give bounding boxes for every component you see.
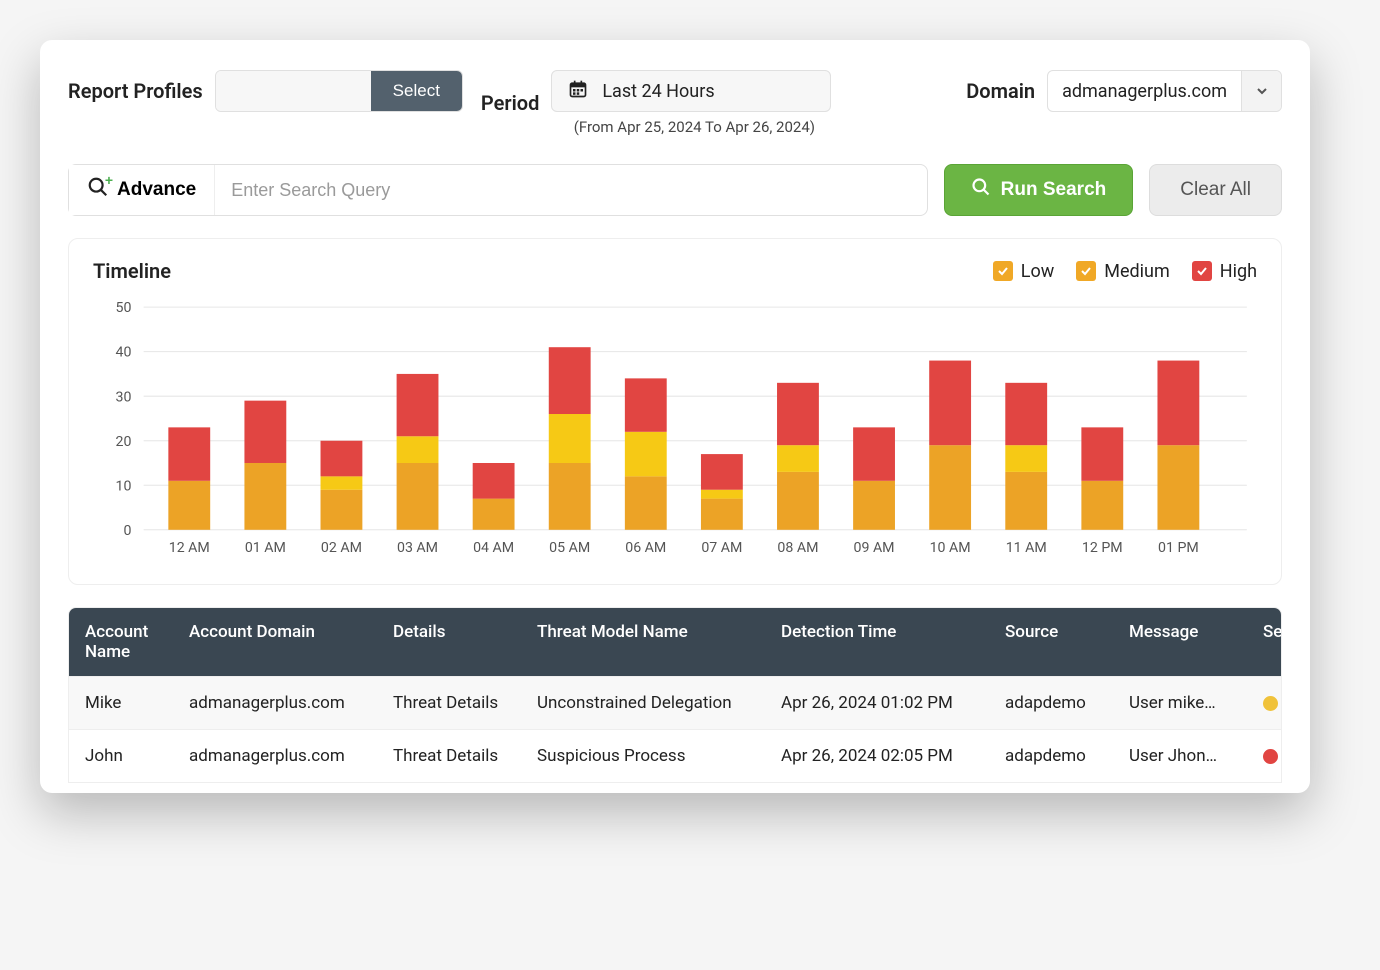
table-body: Mikeadmanagerplus.comThreat DetailsUncon… [69, 676, 1281, 782]
svg-text:50: 50 [116, 300, 132, 316]
svg-text:10: 10 [116, 478, 132, 494]
clear-all-button[interactable]: Clear All [1149, 164, 1282, 216]
svg-text:03 AM: 03 AM [397, 540, 438, 556]
table-row[interactable]: Johnadmanagerplus.comThreat DetailsSuspi… [69, 729, 1281, 782]
severity-dot-icon [1263, 749, 1278, 764]
domain-select[interactable]: admanagerplus.com [1047, 70, 1282, 112]
legend-label: Medium [1104, 261, 1170, 282]
table-cell: Threat Details [393, 746, 533, 766]
run-search-label: Run Search [1001, 179, 1107, 201]
search-input[interactable] [215, 180, 926, 201]
svg-text:02 AM: 02 AM [321, 540, 362, 556]
search-row: + Advance Run Search Clear All [68, 164, 1282, 216]
legend-item-low[interactable]: Low [993, 261, 1055, 282]
timeline-chart: 0 10 20 30 40 50 12 AM 01 AM 02 AM 03 AM 04 AM 05 A… [93, 297, 1257, 570]
svg-text:30: 30 [116, 389, 132, 405]
report-profiles-input[interactable] [216, 71, 371, 111]
domain-group: Domain admanagerplus.com [966, 70, 1282, 112]
table-col-header[interactable]: Message [1129, 622, 1259, 662]
report-profiles-box: Select [215, 70, 463, 112]
chevron-down-icon[interactable] [1241, 71, 1281, 111]
svg-text:10 AM: 10 AM [930, 540, 971, 556]
search-plus-icon: + [87, 176, 109, 204]
search-box: + Advance [68, 164, 928, 216]
svg-text:08 AM: 08 AM [777, 540, 818, 556]
svg-text:12 PM: 12 PM [1082, 540, 1123, 556]
timeline-legend: Low Medium High [993, 261, 1257, 282]
table-cell: Suspicious Process [537, 746, 777, 766]
calendar-icon [568, 79, 588, 103]
svg-text:20: 20 [116, 434, 132, 450]
svg-text:09 AM: 09 AM [854, 540, 895, 556]
svg-text:04 AM: 04 AM [473, 540, 514, 556]
report-profiles-group: Report Profiles Select [68, 70, 463, 112]
table-header: Account NameAccount DomainDetailsThreat … [69, 608, 1281, 676]
legend-item-medium[interactable]: Medium [1076, 261, 1170, 282]
svg-text:01 AM: 01 AM [245, 540, 286, 556]
legend-swatch [993, 261, 1013, 281]
table-cell: Apr 26, 2024 01:02 PM [781, 693, 1001, 713]
timeline-title: Timeline [93, 259, 993, 283]
advance-label: Advance [117, 179, 196, 201]
period-range: (From Apr 25, 2024 To Apr 26, 2024) [551, 118, 831, 136]
svg-text:01 PM: 01 PM [1158, 540, 1199, 556]
svg-text:05 AM: 05 AM [549, 540, 590, 556]
table-cell: adapdemo [1005, 746, 1125, 766]
table-cell: admanagerplus.com [189, 746, 389, 766]
svg-text:11 AM: 11 AM [1006, 540, 1047, 556]
svg-text:07 AM: 07 AM [701, 540, 742, 556]
legend-swatch [1192, 261, 1212, 281]
filters-row: Report Profiles Select Period Last 24 Ho… [68, 70, 1282, 136]
severity-cell: Low [1263, 693, 1282, 713]
legend-item-high[interactable]: High [1192, 261, 1257, 282]
table-cell: John [85, 746, 185, 766]
period-picker[interactable]: Last 24 Hours [551, 70, 831, 112]
table-col-header[interactable]: Source [1005, 622, 1125, 662]
period-label: Period [481, 91, 539, 115]
svg-text:40: 40 [116, 345, 132, 361]
legend-label: Low [1021, 261, 1055, 282]
table-cell: Mike [85, 693, 185, 713]
table-cell: admanagerplus.com [189, 693, 389, 713]
svg-text:12 AM: 12 AM [169, 540, 210, 556]
svg-text:0: 0 [124, 523, 132, 539]
threat-table: Account NameAccount DomainDetailsThreat … [68, 607, 1282, 783]
table-col-header[interactable]: Threat Model Name [537, 622, 777, 662]
table-cell: Apr 26, 2024 02:05 PM [781, 746, 1001, 766]
run-search-button[interactable]: Run Search [944, 164, 1134, 216]
legend-swatch [1076, 261, 1096, 281]
report-card: Report Profiles Select Period Last 24 Ho… [40, 40, 1310, 793]
table-col-header[interactable]: Details [393, 622, 533, 662]
timeline-chart-svg: 0 10 20 30 40 50 12 AM 01 AM 02 AM 03 AM 04 AM 05 A… [93, 297, 1257, 570]
table-cell: Unconstrained Delegation [537, 693, 777, 713]
advance-button[interactable]: + Advance [69, 165, 215, 215]
period-group: Period Last 24 Hours (From Apr 25, 2024 … [481, 70, 831, 136]
table-col-header[interactable]: Detection Time [781, 622, 1001, 662]
domain-label: Domain [966, 79, 1035, 103]
table-cell: Threat Details [393, 693, 533, 713]
report-profiles-label: Report Profiles [68, 79, 203, 103]
severity-cell: High [1263, 746, 1282, 766]
timeline-header: Timeline Low Medium High [93, 259, 1257, 283]
report-profiles-select-button[interactable]: Select [371, 71, 462, 111]
table-col-header[interactable]: Account Domain [189, 622, 389, 662]
table-cell: User mike… [1129, 693, 1259, 713]
period-value: Last 24 Hours [602, 81, 714, 102]
table-cell: adapdemo [1005, 693, 1125, 713]
table-col-header[interactable]: Severity [1263, 622, 1282, 662]
table-row[interactable]: Mikeadmanagerplus.comThreat DetailsUncon… [69, 676, 1281, 729]
timeline-panel: Timeline LowMediumHigh 0102030405012 AM0… [68, 238, 1282, 585]
severity-dot-icon [1263, 696, 1278, 711]
legend-label: High [1220, 261, 1257, 282]
domain-value: admanagerplus.com [1048, 81, 1241, 102]
svg-text:06 AM: 06 AM [625, 540, 666, 556]
search-icon [971, 177, 991, 203]
table-col-header[interactable]: Account Name [85, 622, 185, 662]
table-cell: User Jhon… [1129, 746, 1259, 766]
